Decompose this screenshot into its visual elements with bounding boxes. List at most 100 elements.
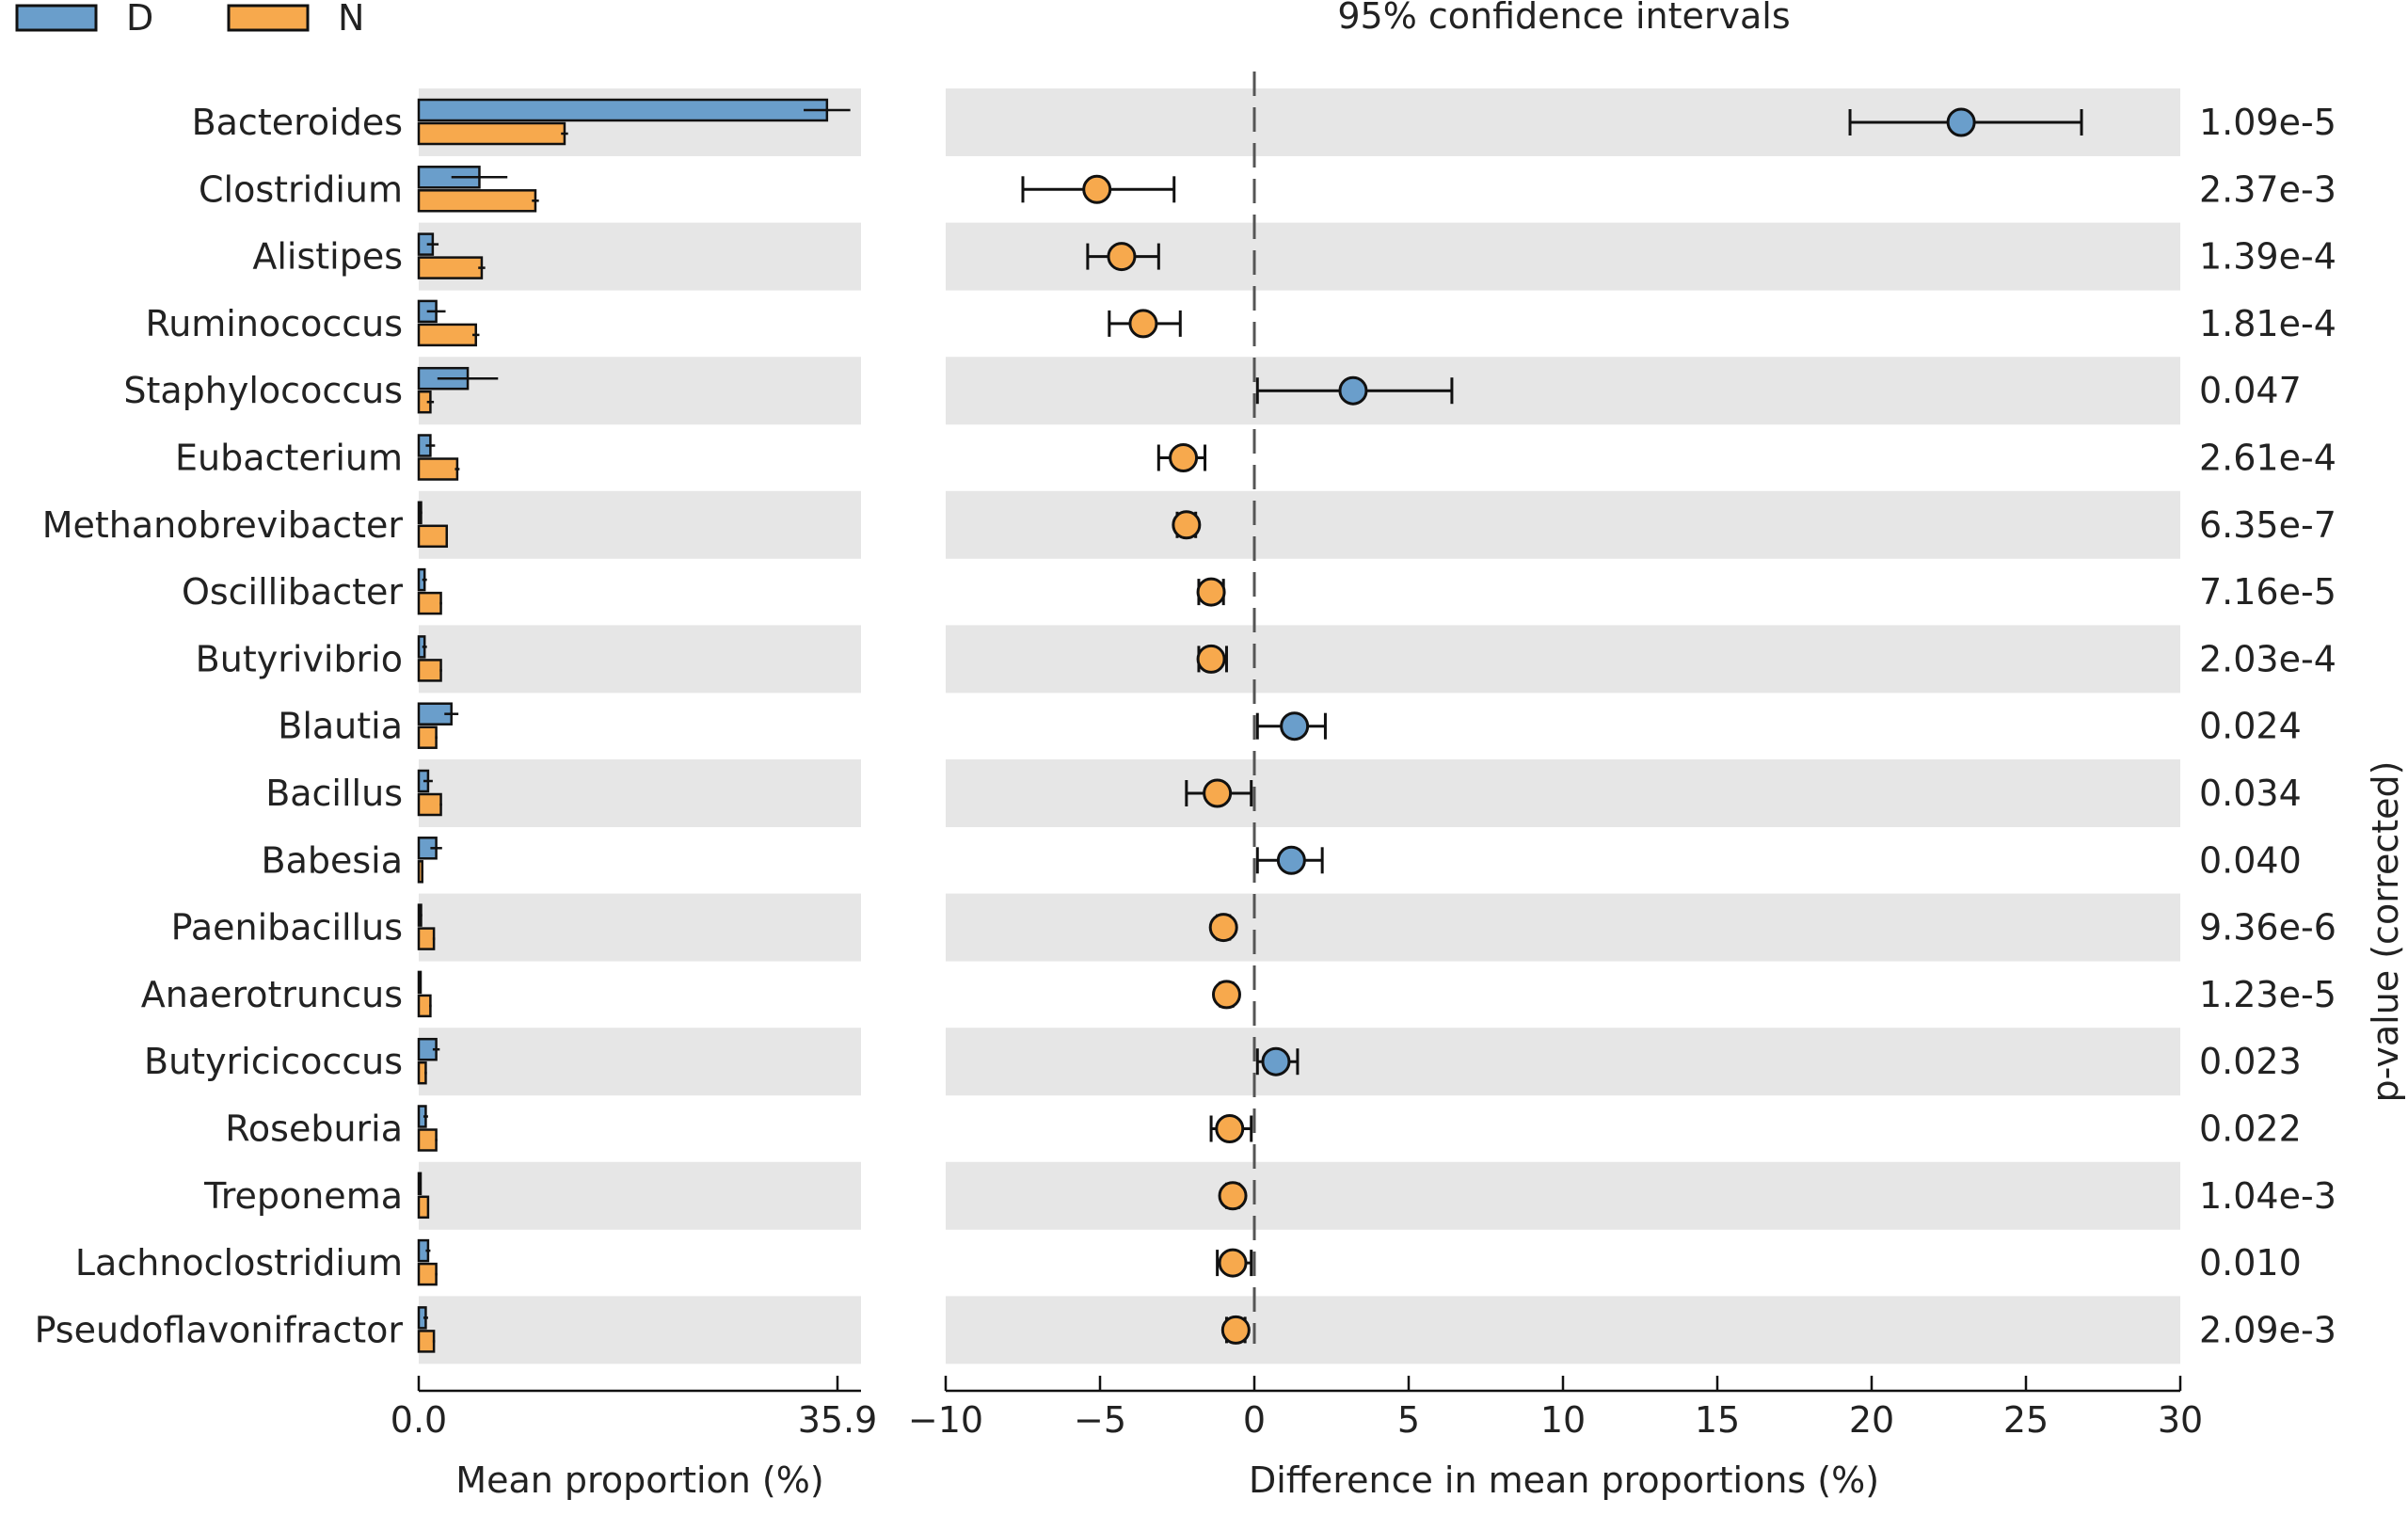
bar-n-oscillibacter [417, 591, 442, 615]
ci-axis-title: Difference in mean proportions (%) [1249, 1459, 1879, 1501]
p-value-column: 1.09e-5 2.37e-3 1.39e-4 1.81e-4 0.047 2.61e-4… [2199, 102, 2336, 1350]
bar-n-treponema [417, 1195, 430, 1220]
p-value-roseburia: 0.022 [2199, 1108, 2302, 1150]
p-value-ruminococcus: 1.81e-4 [2199, 303, 2336, 344]
p-value-bacteroides: 1.09e-5 [2199, 102, 2336, 143]
mean-proportion-panel: Bacteroides Clostridium Alistipes Ruminococ… [35, 88, 861, 1364]
stripe-bar-staphylococcus [419, 357, 861, 425]
stripe-bar-butyrivibrio [419, 625, 861, 694]
bar-n-methanobrevibacter [417, 524, 448, 549]
ci-point-staphylococcus [1338, 375, 1368, 406]
row-label-staphylococcus: Staphylococcus [123, 370, 403, 411]
stripe-ci-bacillus [946, 759, 2180, 827]
p-value-alistipes: 1.39e-4 [2199, 236, 2336, 278]
row-label-treponema: Treponema [203, 1175, 403, 1217]
stripe-ci-treponema [946, 1161, 2180, 1230]
p-value-butyricicoccus: 0.023 [2199, 1041, 2302, 1082]
row-label-bacteroides: Bacteroides [192, 102, 403, 143]
ci-axis-tick-label: 25 [2003, 1399, 2049, 1441]
ci-point-oscillibacter [1196, 577, 1226, 607]
stripe-ci-staphylococcus [946, 357, 2180, 425]
p-value-lachnoclostridium: 0.010 [2199, 1242, 2302, 1284]
row-label-methanobrevibacter: Methanobrevibacter [42, 504, 404, 546]
row-label-roseburia: Roseburia [225, 1108, 403, 1150]
ci-point-treponema [1218, 1181, 1248, 1211]
ci-point-alistipes [1107, 242, 1137, 272]
p-value-clostridium: 2.37e-3 [2199, 168, 2336, 210]
bar-n-alistipes [417, 256, 484, 279]
ci-point-butyrivibrio [1196, 644, 1226, 674]
stripe-bar-paenibacillus [419, 893, 861, 962]
bar-n-ruminococcus [417, 323, 477, 347]
ci-point-blautia [1280, 711, 1310, 742]
mean-proportion-axis: 0.0 35.9 Mean proportion (%) [391, 1376, 878, 1501]
p-value-blautia: 0.024 [2199, 706, 2302, 747]
bar-n-bacillus [417, 792, 442, 817]
p-value-methanobrevibacter: 6.35e-7 [2199, 504, 2336, 546]
ci-point-eubacterium [1169, 443, 1199, 472]
bar-n-roseburia [417, 1128, 438, 1152]
ci-axis-tick-label: 10 [1540, 1399, 1586, 1441]
bar-d-bacteroides [417, 98, 829, 122]
p-value-babesia: 0.040 [2199, 839, 2302, 881]
ci-point-paenibacillus [1208, 913, 1238, 943]
legend-swatch-n [227, 4, 310, 32]
stripe-bar-bacillus [419, 759, 861, 827]
row-label-ruminococcus: Ruminococcus [146, 303, 404, 344]
legend-label-n: N [338, 0, 364, 39]
difference-axis: −10 −5 0 5 10 15 20 25 30 Difference in mean prop… [908, 1376, 2203, 1501]
bar-n-eubacterium [417, 457, 459, 481]
bar-n-anaerotruncus [417, 994, 432, 1018]
p-value-eubacterium: 2.61e-4 [2199, 438, 2336, 479]
p-value-paenibacillus: 9.36e-6 [2199, 907, 2336, 949]
bar-axis-title: Mean proportion (%) [455, 1459, 823, 1501]
bar-axis-tick-label: 0.0 [391, 1399, 447, 1441]
stripe-ci-pseudoflavonifractor [946, 1296, 2180, 1364]
row-label-oscillibacter: Oscillibacter [182, 571, 403, 613]
row-label-blautia: Blautia [278, 706, 403, 747]
p-value-oscillibacter: 7.16e-5 [2199, 571, 2336, 613]
legend-label-d: D [126, 0, 153, 39]
ci-axis-tick-label: 0 [1243, 1399, 1266, 1441]
stripe-bar-methanobrevibacter [419, 490, 861, 559]
ci-point-butyricicoccus [1261, 1046, 1291, 1076]
row-label-paenibacillus: Paenibacillus [171, 907, 403, 949]
row-label-pseudoflavonifractor: Pseudoflavonifractor [35, 1309, 404, 1350]
legend-swatch-d [15, 4, 98, 32]
ci-axis-tick-label: 30 [2158, 1399, 2203, 1441]
ci-point-bacteroides [1946, 107, 1976, 137]
ci-point-ruminococcus [1128, 309, 1158, 339]
ci-axis-tick-label: 15 [1695, 1399, 1740, 1441]
bar-n-paenibacillus [417, 927, 436, 950]
bar-axis-tick-label: 35.9 [798, 1399, 878, 1441]
p-value-staphylococcus: 0.047 [2199, 370, 2302, 411]
ci-axis-tick-label: 20 [1849, 1399, 1894, 1441]
row-label-butyricicoccus: Butyricicoccus [144, 1041, 403, 1082]
bar-n-blautia [417, 726, 438, 749]
row-label-alistipes: Alistipes [252, 236, 403, 278]
p-value-treponema: 1.04e-3 [2199, 1175, 2336, 1217]
p-value-axis-label: p-value (corrected) [2365, 761, 2406, 1103]
ci-point-roseburia [1215, 1114, 1245, 1143]
ci-point-bacillus [1203, 778, 1233, 808]
stripe-ci-butyrivibrio [946, 625, 2180, 694]
confidence-interval-panel [946, 72, 2180, 1364]
stripe-ci-butyricicoccus [946, 1028, 2180, 1096]
stripe-ci-paenibacillus [946, 893, 2180, 962]
ci-point-pseudoflavonifractor [1220, 1315, 1251, 1345]
ci-axis-tick-label: −5 [1074, 1399, 1126, 1441]
row-label-eubacterium: Eubacterium [175, 438, 403, 479]
stripe-bar-butyricicoccus [419, 1028, 861, 1096]
ci-title: 95% confidence intervals [1337, 0, 1790, 37]
p-value-anaerotruncus: 1.23e-5 [2199, 974, 2336, 1015]
ci-axis-tick-label: −10 [908, 1399, 983, 1441]
row-label-anaerotruncus: Anaerotruncus [141, 974, 403, 1015]
row-label-lachnoclostridium: Lachnoclostridium [75, 1242, 403, 1284]
row-label-bacillus: Bacillus [265, 773, 403, 814]
row-label-babesia: Babesia [262, 839, 404, 881]
p-value-bacillus: 0.034 [2199, 773, 2302, 814]
bar-n-bacteroides [417, 121, 566, 146]
ci-point-babesia [1276, 845, 1306, 875]
